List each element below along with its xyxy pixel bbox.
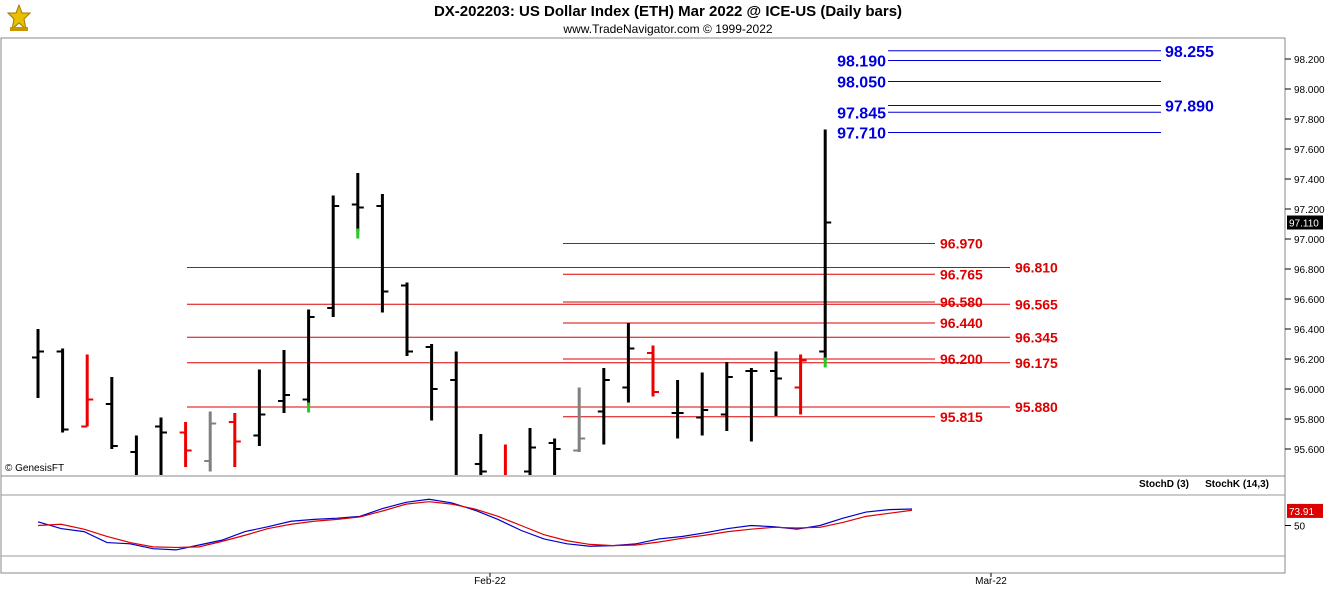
price-tick-label: 98.000: [1294, 85, 1325, 96]
stoch-tick-label: 50: [1294, 522, 1306, 533]
price-tick-label: 97.200: [1294, 205, 1325, 216]
price-levels: 98.255 98.190 98.050 97.890 97.845 97.710 96.9…: [187, 44, 1214, 425]
level-label: 98.190: [837, 54, 886, 71]
price-tick-label: 97.600: [1294, 145, 1325, 156]
level-label: 96.970: [940, 236, 983, 252]
stoch-last-label: 73.91: [1289, 507, 1314, 518]
plot-frame: [0, 37, 1286, 574]
level-label: 96.565: [1015, 296, 1058, 312]
price-tick-label: 96.000: [1294, 385, 1325, 396]
level-label: 95.880: [1015, 399, 1058, 415]
level-label: 96.175: [1015, 355, 1058, 371]
trade-navigator-logo-icon: [4, 3, 34, 38]
price-tick-label: 98.200: [1294, 55, 1325, 66]
legend-stochd: StochD (3): [1139, 479, 1189, 490]
stoch-line: [37, 501, 913, 549]
level-label: 97.845: [837, 105, 886, 122]
price-tick-label: 96.400: [1294, 325, 1325, 336]
level-label: 96.345: [1015, 329, 1058, 345]
level-label: 96.810: [1015, 260, 1058, 276]
watermark: © GenesisFT: [5, 463, 64, 474]
level-label: 98.050: [837, 75, 886, 92]
date-tick-label: Mar-22: [975, 576, 1007, 587]
last-price-box: [1287, 215, 1323, 230]
level-label: 96.580: [940, 294, 983, 310]
stoch-last-box: [1287, 503, 1323, 518]
last-price-label: 97.110: [1289, 219, 1319, 230]
ohlc-bars: [32, 129, 832, 475]
price-tick-label: 97.000: [1294, 235, 1325, 246]
level-label: 96.440: [940, 315, 983, 331]
chart-subtitle: www.TradeNavigator.com © 1999-2022: [563, 22, 773, 36]
price-axis: 95.600 95.800 96.000 96.200 96.400 96.600 96.8…: [1285, 55, 1325, 456]
price-tick-label: 97.800: [1294, 115, 1325, 126]
price-tick-label: 96.200: [1294, 355, 1325, 366]
price-tick-label: 96.800: [1294, 265, 1325, 276]
date-axis: Feb-22 Mar-22: [474, 573, 1007, 587]
level-label: 96.765: [940, 266, 983, 282]
level-label: 95.815: [940, 409, 983, 425]
chart-header: DX-202203: US Dollar Index (ETH) Mar 202…: [0, 0, 1336, 38]
legend-stochk: StochK (14,3): [1205, 479, 1269, 490]
price-tick-label: 95.800: [1294, 415, 1325, 426]
chart-title: DX-202203: US Dollar Index (ETH) Mar 202…: [433, 3, 903, 20]
level-label: 98.255: [1165, 44, 1214, 61]
price-tick-label: 96.600: [1294, 295, 1325, 306]
stoch-line: [37, 498, 913, 551]
level-label: 97.710: [837, 126, 886, 143]
date-tick-label: Feb-22: [474, 576, 506, 587]
level-label: 97.890: [1165, 99, 1214, 116]
price-tick-label: 95.600: [1294, 445, 1325, 456]
stochastic-pane: 50 73.91: [37, 498, 1323, 551]
level-label: 96.200: [940, 351, 983, 367]
price-tick-label: 97.400: [1294, 175, 1325, 186]
